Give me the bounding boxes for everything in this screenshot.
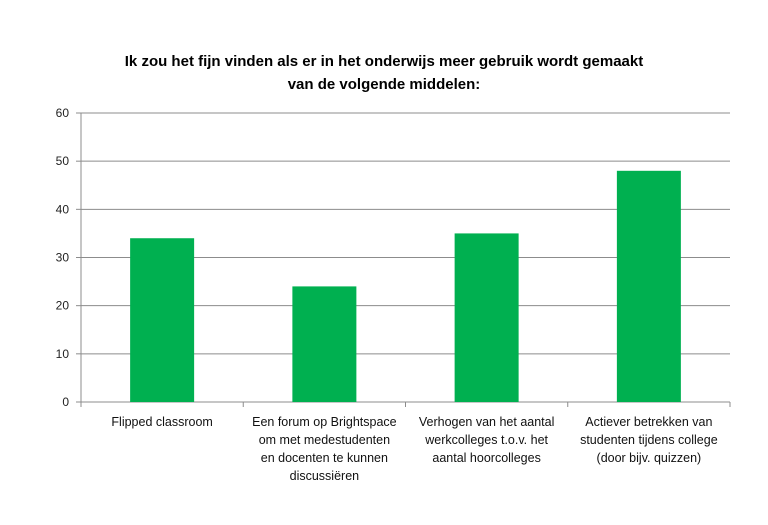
category-label: (door bijv. quizzen) bbox=[597, 451, 702, 465]
y-tick-label: 0 bbox=[62, 395, 69, 409]
bar-1 bbox=[130, 238, 195, 402]
y-tick-label: 40 bbox=[56, 202, 70, 216]
y-tick-label: 30 bbox=[56, 251, 70, 265]
category-label: studenten tijdens college bbox=[580, 433, 718, 447]
y-tick-label: 50 bbox=[56, 154, 70, 168]
category-label: aantal hoorcolleges bbox=[432, 451, 540, 465]
bar-4 bbox=[616, 170, 681, 402]
y-tick-label: 10 bbox=[56, 347, 70, 361]
category-label: Flipped classroom bbox=[111, 415, 212, 429]
category-label: Een forum op Brightspace bbox=[252, 415, 397, 429]
chart-title-line-2: van de volgende middelen: bbox=[287, 76, 481, 93]
category-label: om met medestudenten bbox=[259, 433, 390, 447]
bar-2 bbox=[292, 286, 357, 402]
y-tick-label: 20 bbox=[56, 299, 70, 313]
category-label: discussiëren bbox=[290, 469, 360, 483]
y-tick-label: 60 bbox=[56, 106, 70, 120]
chart-title-line-1: Ik zou het fijn vinden als er in het ond… bbox=[124, 53, 644, 70]
category-label: Actiever betrekken van bbox=[585, 415, 712, 429]
bar-3 bbox=[454, 233, 519, 402]
category-label: en docenten te kunnen bbox=[261, 451, 388, 465]
category-label: Verhogen van het aantal bbox=[419, 415, 555, 429]
category-label: werkcolleges t.o.v. het bbox=[424, 433, 548, 447]
